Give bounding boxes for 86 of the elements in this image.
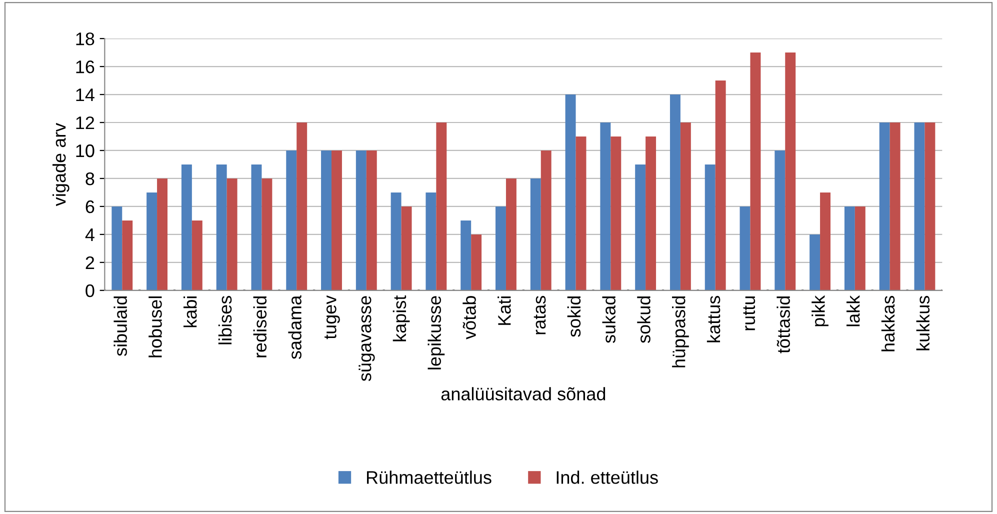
y-tick-label: 0 (86, 284, 94, 298)
bar (506, 178, 516, 290)
bar (879, 122, 890, 290)
bar (680, 122, 691, 290)
bar (181, 164, 192, 290)
bar (890, 122, 900, 290)
bar (251, 164, 262, 290)
y-tick-label: 8 (86, 172, 94, 186)
bar (112, 206, 122, 290)
x-tick-label: sibulaid (114, 296, 127, 356)
x-tick-label: sadama (288, 295, 302, 359)
x-tick-label: sügavasse (358, 296, 375, 382)
x-tick-label: kabi (184, 296, 197, 328)
bar (576, 136, 586, 290)
bar (820, 192, 830, 290)
bar (460, 220, 472, 290)
bar (914, 122, 925, 290)
bar (530, 178, 541, 290)
bar (366, 150, 377, 290)
bar (924, 122, 936, 290)
bar (296, 122, 308, 290)
bar (740, 206, 750, 290)
x-tick-label: libises (218, 296, 232, 344)
legend-label: Ind. etteütlus (556, 470, 658, 484)
bar (610, 136, 622, 290)
x-tick-label: kattus (706, 296, 720, 342)
bar (390, 192, 402, 290)
bar (332, 150, 342, 290)
bar (750, 52, 761, 290)
bar (715, 80, 726, 290)
x-tick-label: hobusel (148, 296, 162, 358)
bar (436, 122, 447, 290)
y-tick-label: 12 (76, 116, 94, 130)
y-axis-title: vigade arv (52, 122, 70, 206)
x-tick-label: Kati (498, 296, 511, 325)
bar (321, 150, 332, 290)
x-tick-label: hüppasid (672, 296, 689, 368)
x-tick-label: ruttu (743, 296, 756, 330)
bar (192, 220, 202, 290)
bar (646, 136, 656, 290)
bar (854, 206, 866, 290)
bar (810, 234, 820, 290)
bar (356, 150, 366, 290)
x-tick-label: ratas (534, 296, 546, 334)
y-tick-label: 18 (76, 32, 94, 46)
x-tick-label: hakkas (881, 296, 895, 352)
y-tick-label: 14 (76, 88, 94, 102)
bar (635, 164, 646, 290)
x-tick-label: sokid (567, 296, 581, 337)
x-tick-label: sukad (602, 296, 616, 343)
bar (122, 220, 133, 290)
bar (226, 178, 238, 290)
bar (157, 178, 168, 290)
x-tick-label: kukkus (916, 296, 930, 350)
x-tick-label: lepikusse (428, 296, 445, 370)
x-tick-label: sokud (637, 296, 650, 343)
bar (704, 164, 716, 290)
y-tick-label: 2 (86, 256, 94, 269)
y-tick-label: 4 (85, 228, 94, 241)
y-tick-label: 10 (76, 144, 94, 158)
bar (146, 192, 158, 290)
bar (496, 206, 506, 290)
bar (286, 150, 297, 290)
bar (426, 192, 436, 290)
bar (844, 206, 855, 290)
x-tick-label: tugev (324, 295, 340, 340)
bar (565, 94, 576, 290)
x-tick-label: lakk (846, 295, 860, 326)
x-axis-title: analüüsitavad sõnad (441, 387, 606, 400)
bar (774, 150, 786, 290)
x-tick-label: võtab (462, 296, 476, 340)
bar (471, 234, 482, 290)
x-tick-label: rediseid (253, 296, 267, 358)
bar (262, 178, 272, 290)
bar (670, 94, 680, 290)
bar (600, 122, 611, 290)
y-tick-label: 16 (76, 60, 94, 74)
x-tick-label: pikk (812, 295, 828, 326)
bar (540, 150, 552, 290)
y-tick-label: 6 (86, 200, 94, 214)
bar (216, 164, 227, 290)
bar (401, 206, 412, 290)
x-tick-label: kapist (392, 295, 410, 342)
legend-label: Rühmaetteütlus (367, 470, 492, 484)
bar (785, 52, 796, 290)
x-tick-label: tõttasid (776, 296, 790, 354)
